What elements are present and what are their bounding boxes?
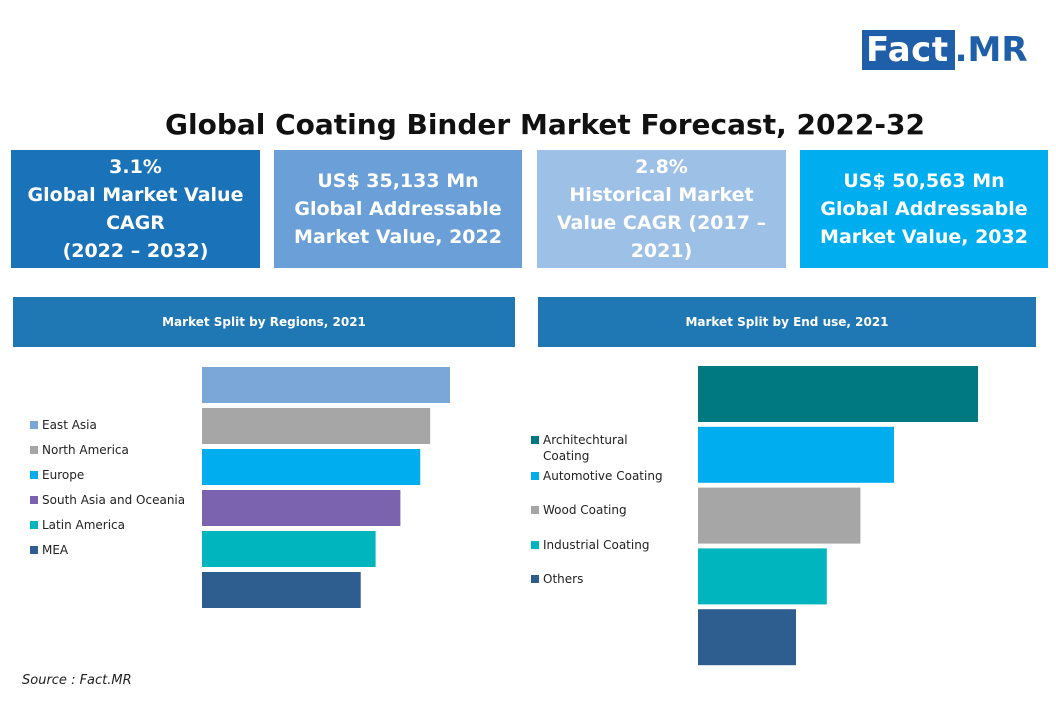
legend-item: South Asia and Oceania xyxy=(30,492,185,508)
logo-fact-text: Fact xyxy=(862,30,955,70)
page-title: Global Coating Binder Market Forecast, 2… xyxy=(165,108,925,141)
kpi-line: Market Value, 2032 xyxy=(820,226,1028,248)
kpi-line: 3.1% xyxy=(109,156,162,178)
enduse-legend: Architechtural Coating Automotive Coating… xyxy=(531,432,691,592)
legend-item: Europe xyxy=(30,467,84,483)
region-bar-europe xyxy=(202,449,421,485)
fact-mr-logo: Fact. MR xyxy=(862,30,1028,70)
legend-swatch xyxy=(531,575,539,583)
legend-item: Wood Coating xyxy=(531,502,627,518)
kpi-line: Value CAGR (2017 – xyxy=(556,212,767,234)
legend-label: Industrial Coating xyxy=(543,538,650,552)
kpi-value-2032: US$ 50,563 Mn Global Addressable Market Va… xyxy=(800,150,1048,268)
enduse-chart-header: Market Split by End use, 2021 xyxy=(538,297,1036,347)
legend-label: East Asia xyxy=(42,418,97,432)
legend-swatch xyxy=(30,546,38,554)
kpi-text: US$ 50,563 Mn Global Addressable Market Va… xyxy=(820,167,1028,251)
legend-swatch xyxy=(531,472,539,480)
legend-swatch xyxy=(30,446,38,454)
kpi-line: 2021) xyxy=(630,240,693,262)
enduse-bar-architechtural-coating xyxy=(698,366,978,422)
kpi-line: Global Addressable xyxy=(820,198,1028,220)
legend-swatch xyxy=(30,521,38,529)
legend-item: Architechtural Coating xyxy=(531,432,643,464)
kpi-text: US$ 35,133 Mn Global Addressable Market Va… xyxy=(294,167,502,251)
kpi-line: (2022 – 2032) xyxy=(62,240,209,262)
enduse-bar-automotive-coating xyxy=(698,426,894,483)
legend-label: Others xyxy=(543,572,584,586)
logo-dot: . xyxy=(954,30,968,70)
legend-swatch xyxy=(30,496,38,504)
legend-label: Architechtural Coating xyxy=(543,433,628,463)
legend-item: Automotive Coating xyxy=(531,468,663,484)
kpi-text: 2.8% Historical Market Value CAGR (2017 – 2… xyxy=(557,153,766,265)
kpi-line: 2.8% xyxy=(635,156,688,178)
legend-swatch xyxy=(531,541,539,549)
kpi-line: US$ 50,563 Mn xyxy=(843,170,1005,192)
region-bar-south-asia-and-oceania xyxy=(202,490,401,526)
kpi-text: 3.1% Global Market Value CAGR (2022 – 2032) xyxy=(28,153,244,265)
legend-item: East Asia xyxy=(30,417,97,433)
enduse-bar-wood-coating xyxy=(698,487,861,544)
legend-label: South Asia and Oceania xyxy=(42,493,186,507)
region-bar-latin-america xyxy=(202,531,376,567)
region-bar-north-america xyxy=(202,408,431,444)
regions-legend: East Asia North America Europe South Asia a… xyxy=(30,417,200,567)
region-bar-east-asia xyxy=(202,367,450,403)
legend-label: Latin America xyxy=(42,518,125,532)
regions-chart-header: Market Split by Regions, 2021 xyxy=(13,297,515,347)
kpi-historical-cagr: 2.8% Historical Market Value CAGR (2017 – 2… xyxy=(537,150,786,268)
logo-mr-text: MR xyxy=(967,30,1028,70)
legend-label: Europe xyxy=(42,468,85,482)
legend-label: Automotive Coating xyxy=(543,469,663,483)
enduse-bar-others xyxy=(698,609,796,666)
legend-label: North America xyxy=(42,443,129,457)
legend-item: Latin America xyxy=(30,517,125,533)
legend-label: MEA xyxy=(42,543,69,557)
legend-item: Industrial Coating xyxy=(531,537,649,553)
enduse-bar-industrial-coating xyxy=(698,548,827,605)
legend-item: North America xyxy=(30,442,129,458)
legend-swatch xyxy=(531,436,539,444)
kpi-market-cagr: 3.1% Global Market Value CAGR (2022 – 2032) xyxy=(11,150,260,268)
region-bar-mea xyxy=(202,572,361,608)
legend-label: Wood Coating xyxy=(543,503,627,517)
legend-swatch xyxy=(30,471,38,479)
legend-item: MEA xyxy=(30,542,68,558)
source-note: Source : Fact.MR xyxy=(22,673,132,688)
kpi-line: Market Value, 2022 xyxy=(294,226,502,248)
legend-item: Others xyxy=(531,571,583,587)
kpi-line: CAGR xyxy=(106,212,165,234)
legend-swatch xyxy=(531,506,539,514)
kpi-line: Global Addressable xyxy=(294,198,502,220)
kpi-value-2022: US$ 35,133 Mn Global Addressable Market Va… xyxy=(274,150,522,268)
legend-swatch xyxy=(30,421,38,429)
kpi-line: Global Market Value xyxy=(27,184,244,206)
kpi-line: US$ 35,133 Mn xyxy=(317,170,479,192)
kpi-line: Historical Market xyxy=(569,184,754,206)
